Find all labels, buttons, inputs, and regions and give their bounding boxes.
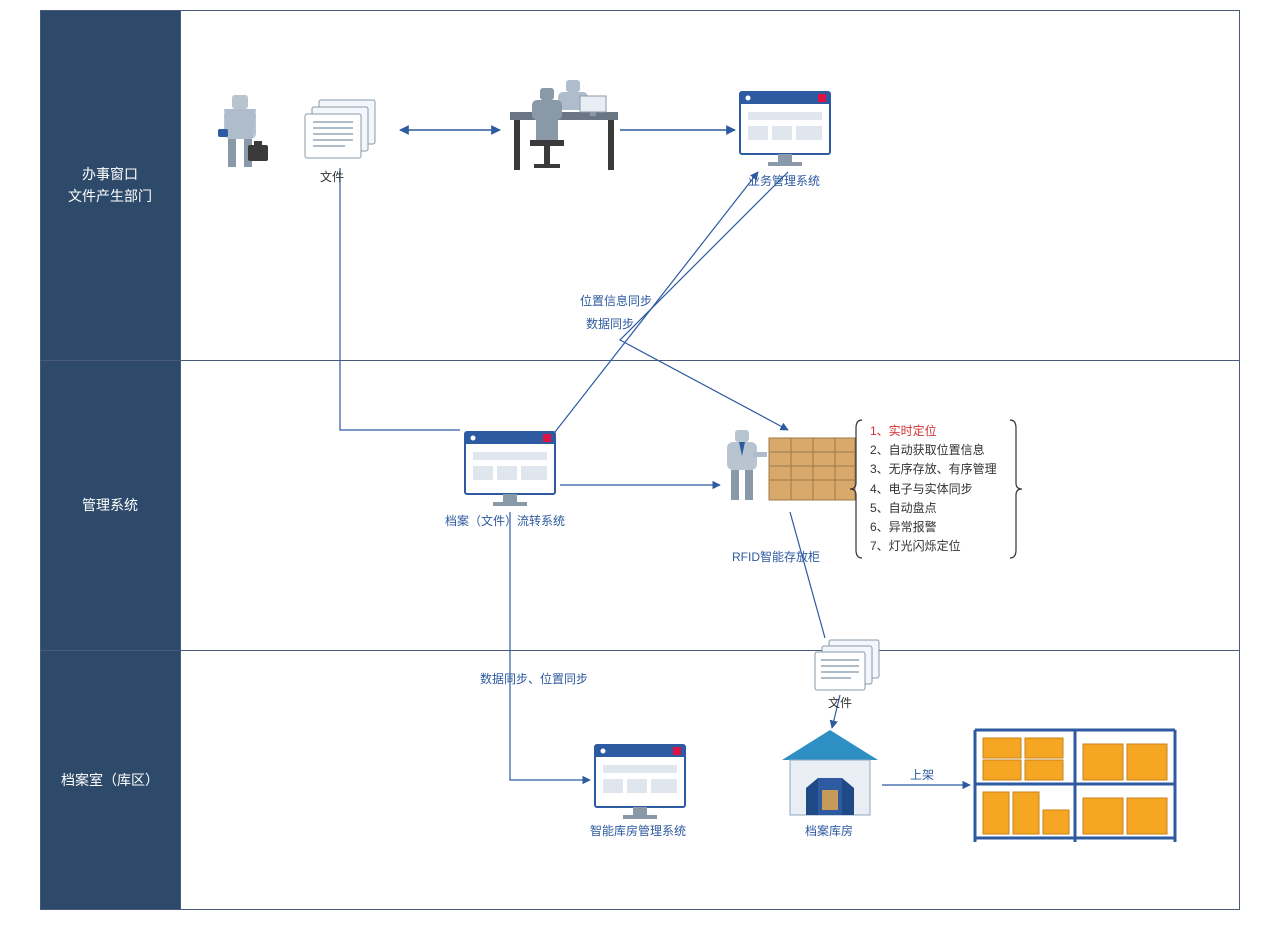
feature-3: 3、无序存放、有序管理 <box>870 460 1010 479</box>
docs2-label: 文件 <box>828 694 852 711</box>
warehouse-label: 档案库房 <box>805 822 853 839</box>
sys2-label: 档案（文件）流转系统 <box>445 512 565 529</box>
feature-4: 4、电子与实体同步 <box>870 480 1010 499</box>
sys3-label: 智能库房管理系统 <box>590 822 686 839</box>
feature-7: 7、灯光闪烁定位 <box>870 537 1010 556</box>
edge-label-data-pos-sync: 数据同步、位置同步 <box>480 670 588 687</box>
row-sep-2 <box>40 650 1240 651</box>
edge-label-shelve: 上架 <box>910 766 934 783</box>
edge-label-data-sync: 数据同步 <box>586 315 634 332</box>
feature-2: 2、自动获取位置信息 <box>870 441 1010 460</box>
col-sep <box>180 10 181 910</box>
cabinet-label: RFID智能存放柜 <box>732 548 820 565</box>
diagram-canvas: 办事窗口文件产生部门 管理系统 档案室（库区） <box>0 0 1269 925</box>
feature-list: 1、实时定位 2、自动获取位置信息 3、无序存放、有序管理 4、电子与实体同步 … <box>870 422 1010 556</box>
sys1-label: 业务管理系统 <box>748 172 820 189</box>
docs1-label: 文件 <box>320 168 344 185</box>
feature-5: 5、自动盘点 <box>870 499 1010 518</box>
edge-label-pos-sync: 位置信息同步 <box>580 292 652 309</box>
feature-6: 6、异常报警 <box>870 518 1010 537</box>
feature-1: 1、实时定位 <box>870 422 1010 441</box>
outer-frame <box>40 10 1240 910</box>
row-sep-1 <box>40 360 1240 361</box>
